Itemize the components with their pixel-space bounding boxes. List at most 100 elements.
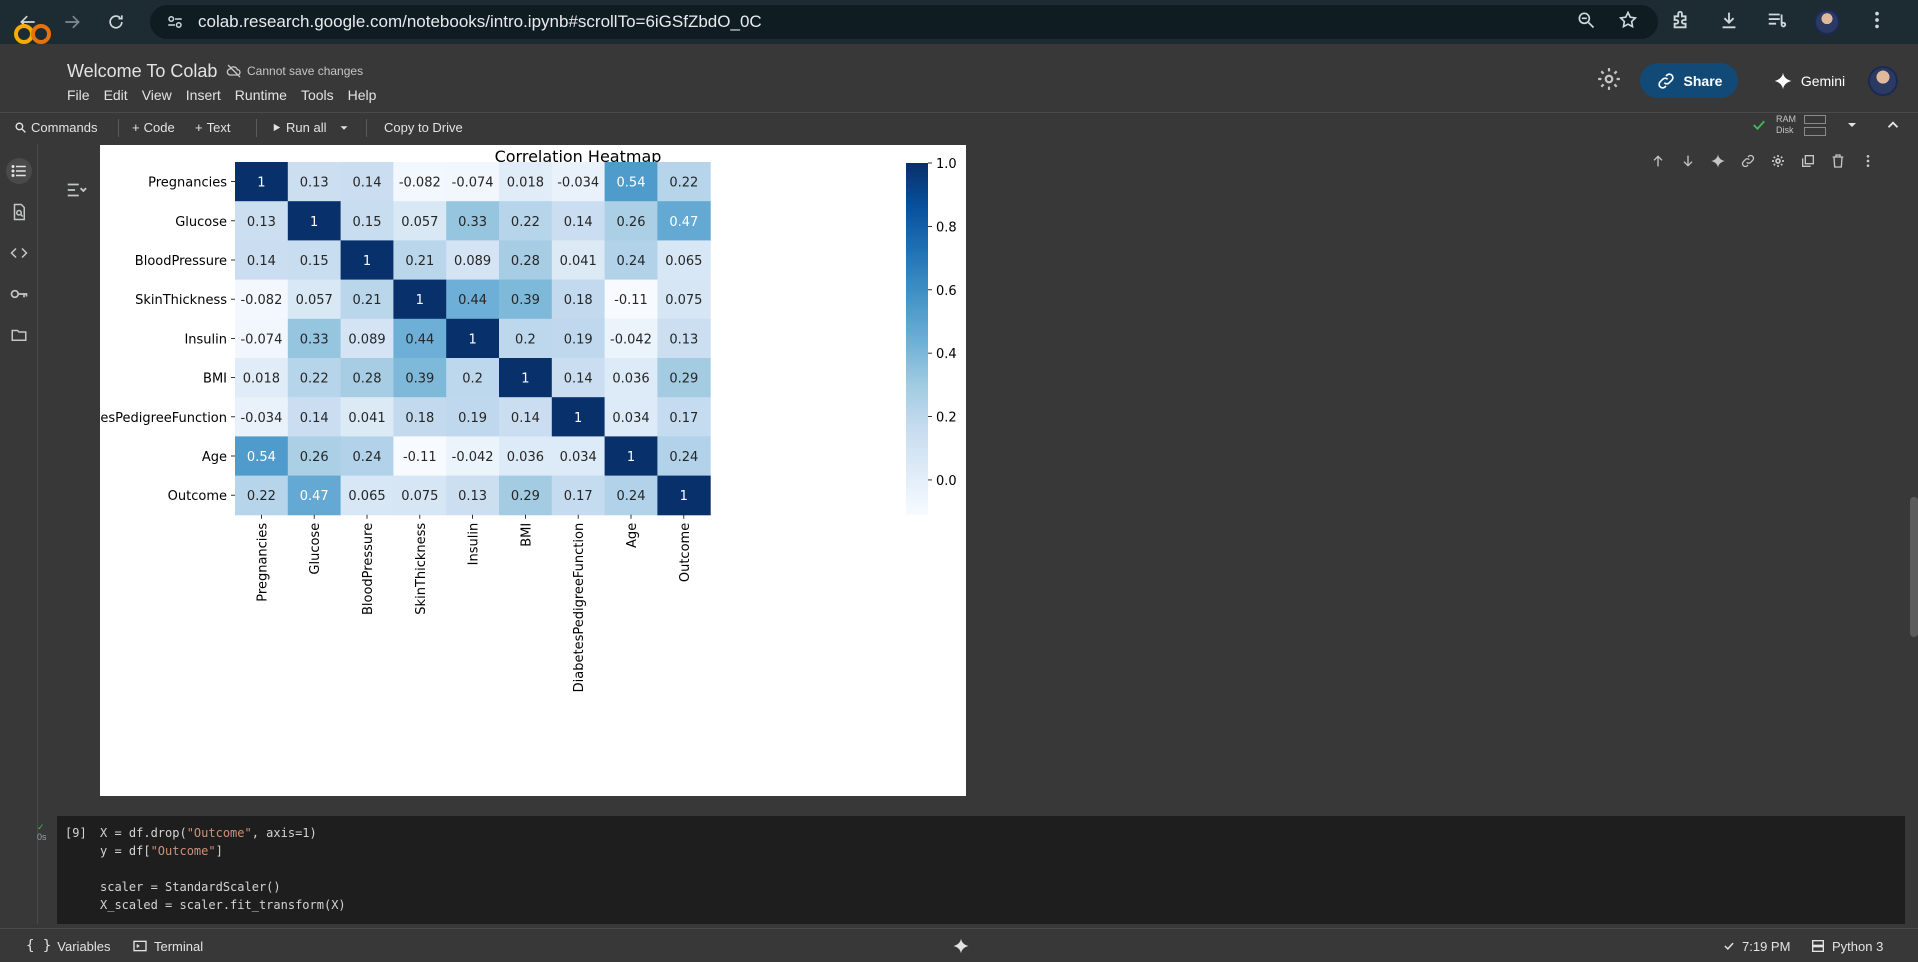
gemini-cell-icon[interactable] bbox=[1708, 151, 1728, 171]
heatmap-cell-label: 0.26 bbox=[617, 215, 646, 230]
variables-button[interactable]: { } Variables bbox=[26, 929, 111, 962]
heatmap-cell bbox=[657, 279, 711, 320]
heatmap-cell-label: 0.14 bbox=[564, 215, 593, 230]
menu-tools[interactable]: Tools bbox=[300, 87, 334, 103]
cell-toolbar bbox=[1648, 148, 1878, 174]
heatmap-cell-label: 0.22 bbox=[247, 489, 276, 504]
profile-avatar[interactable] bbox=[1814, 9, 1840, 35]
forward-icon[interactable] bbox=[52, 2, 92, 42]
add-text-button[interactable]: + Text bbox=[195, 113, 230, 143]
code-line[interactable]: X_scaled = scaler.fit_transform(X) bbox=[100, 898, 346, 912]
status-bar: { } Variables Terminal 7:19 PM Python 3 bbox=[0, 928, 1918, 962]
colorbar: 1.0 0.8 0.6 0.4 0.2 0.0 bbox=[906, 157, 957, 515]
left-sidebar bbox=[0, 144, 38, 924]
heatmap-cell-label: 0.041 bbox=[348, 411, 385, 426]
run-all-button[interactable]: Run all bbox=[271, 113, 326, 143]
move-down-icon[interactable] bbox=[1678, 151, 1698, 171]
plus-icon: + bbox=[132, 120, 140, 135]
menu-runtime[interactable]: Runtime bbox=[234, 87, 287, 103]
resource-monitor[interactable]: RAM Disk bbox=[1750, 114, 1902, 136]
heatmap-cell bbox=[340, 279, 394, 320]
menu-file[interactable]: File bbox=[67, 87, 90, 103]
menu-view[interactable]: View bbox=[141, 87, 172, 103]
reload-icon[interactable] bbox=[96, 2, 136, 42]
files-folder-icon[interactable] bbox=[6, 322, 32, 348]
notebook-scrollbar[interactable] bbox=[1910, 497, 1918, 637]
heatmap-cell-label: 0.44 bbox=[458, 293, 487, 308]
code-line[interactable]: y = df["Outcome"] bbox=[100, 844, 223, 858]
variables-label: Variables bbox=[57, 938, 111, 954]
menu-insert[interactable]: Insert bbox=[185, 87, 221, 103]
heatmap-cell bbox=[551, 358, 606, 398]
notebook-title[interactable]: Welcome To Colab bbox=[67, 61, 218, 81]
colab-logo[interactable] bbox=[14, 22, 52, 46]
move-up-icon[interactable] bbox=[1648, 151, 1668, 171]
site-info-icon[interactable] bbox=[166, 12, 186, 32]
y-tick-label: SkinThickness bbox=[135, 293, 227, 308]
terminal-button[interactable]: Terminal bbox=[132, 929, 203, 962]
heatmap-cell bbox=[551, 279, 606, 320]
gemini-status-icon[interactable] bbox=[952, 929, 970, 962]
heatmap-cell-label: 0.13 bbox=[247, 215, 276, 230]
bookmark-star-icon[interactable] bbox=[1618, 10, 1638, 35]
add-code-button[interactable]: + Code bbox=[132, 113, 175, 143]
user-avatar[interactable] bbox=[1868, 66, 1898, 96]
menu-help[interactable]: Help bbox=[347, 87, 377, 103]
heatmap-cell-label: 0.33 bbox=[300, 332, 329, 347]
heatmap-cell-label: 0.036 bbox=[507, 450, 544, 465]
heatmap-cell-label: 0.15 bbox=[300, 254, 329, 269]
code-line[interactable]: X = df.drop("Outcome", axis=1) bbox=[100, 826, 317, 840]
code-cell[interactable]: ✓ 0s [9] X = df.drop("Outcome", axis=1) … bbox=[37, 816, 1905, 924]
mirror-cell-icon[interactable] bbox=[1798, 151, 1818, 171]
heatmap-cell bbox=[446, 397, 500, 437]
find-replace-icon[interactable] bbox=[6, 199, 32, 225]
commands-button[interactable]: Commands bbox=[14, 113, 97, 143]
heatmap-cell bbox=[340, 162, 394, 202]
last-run-status[interactable]: 7:19 PM bbox=[1722, 929, 1790, 962]
runtime-label: Python 3 bbox=[1832, 938, 1884, 954]
heatmap-cells: 1 0.13 0.14 -0.082 -0.074 0.018 -0.034 0.54 0.22… bbox=[235, 162, 711, 516]
output-actions-icon[interactable] bbox=[65, 179, 87, 201]
delete-cell-icon[interactable] bbox=[1828, 151, 1848, 171]
notebook-toolbar: Commands + Code + Text Run all Copy to D… bbox=[0, 112, 1918, 142]
cell-settings-icon[interactable] bbox=[1768, 151, 1788, 171]
cell-more-icon[interactable] bbox=[1858, 151, 1878, 171]
collapse-chevron-up-icon[interactable] bbox=[1884, 116, 1902, 134]
heatmap-cell bbox=[657, 162, 711, 202]
heatmap-cell bbox=[551, 475, 606, 516]
more-menu-icon[interactable] bbox=[1866, 9, 1888, 36]
secrets-key-icon[interactable] bbox=[6, 281, 32, 307]
run-all-dropdown[interactable] bbox=[337, 113, 351, 143]
heatmap-cell-label: 1 bbox=[680, 489, 688, 504]
terminal-label: Terminal bbox=[154, 938, 204, 954]
media-queue-icon[interactable] bbox=[1766, 9, 1788, 36]
execution-count[interactable]: [9] bbox=[65, 826, 87, 840]
table-of-contents-icon[interactable] bbox=[6, 158, 32, 184]
caret-down-icon bbox=[340, 125, 348, 130]
code-line[interactable]: scaler = StandardScaler() bbox=[100, 880, 281, 894]
settings-gear-icon[interactable] bbox=[1596, 66, 1624, 94]
heatmap-cell-label: 0.44 bbox=[405, 332, 434, 347]
runtime-type[interactable]: Python 3 bbox=[1810, 929, 1883, 962]
share-button[interactable]: Share bbox=[1640, 63, 1738, 98]
heatmap-cell bbox=[393, 201, 447, 241]
download-icon[interactable] bbox=[1718, 9, 1740, 36]
heatmap-cell bbox=[287, 162, 342, 202]
menu-edit[interactable]: Edit bbox=[103, 87, 128, 103]
address-bar[interactable]: colab.research.google.com/notebooks/intr… bbox=[150, 5, 1658, 39]
heatmap-cell-label: 0.2 bbox=[515, 332, 536, 347]
heatmap-cell-label: 1 bbox=[521, 372, 529, 387]
copy-to-drive-button[interactable]: Copy to Drive bbox=[384, 113, 463, 143]
zoom-icon[interactable] bbox=[1576, 10, 1596, 35]
heatmap-cell bbox=[340, 318, 394, 359]
runtime-dropdown-icon[interactable] bbox=[1844, 117, 1860, 133]
heatmap-cell bbox=[393, 240, 447, 281]
extensions-icon[interactable] bbox=[1670, 9, 1692, 36]
code-snippets-icon[interactable] bbox=[6, 240, 32, 266]
x-tick-label: BMI bbox=[519, 523, 534, 547]
heatmap-cell-label: 1 bbox=[363, 254, 371, 269]
link-cell-icon[interactable] bbox=[1738, 151, 1758, 171]
heatmap-cell-label: 0.075 bbox=[665, 293, 702, 308]
copy-to-drive-label: Copy to Drive bbox=[384, 120, 463, 135]
gemini-button[interactable]: Gemini bbox=[1756, 63, 1862, 98]
